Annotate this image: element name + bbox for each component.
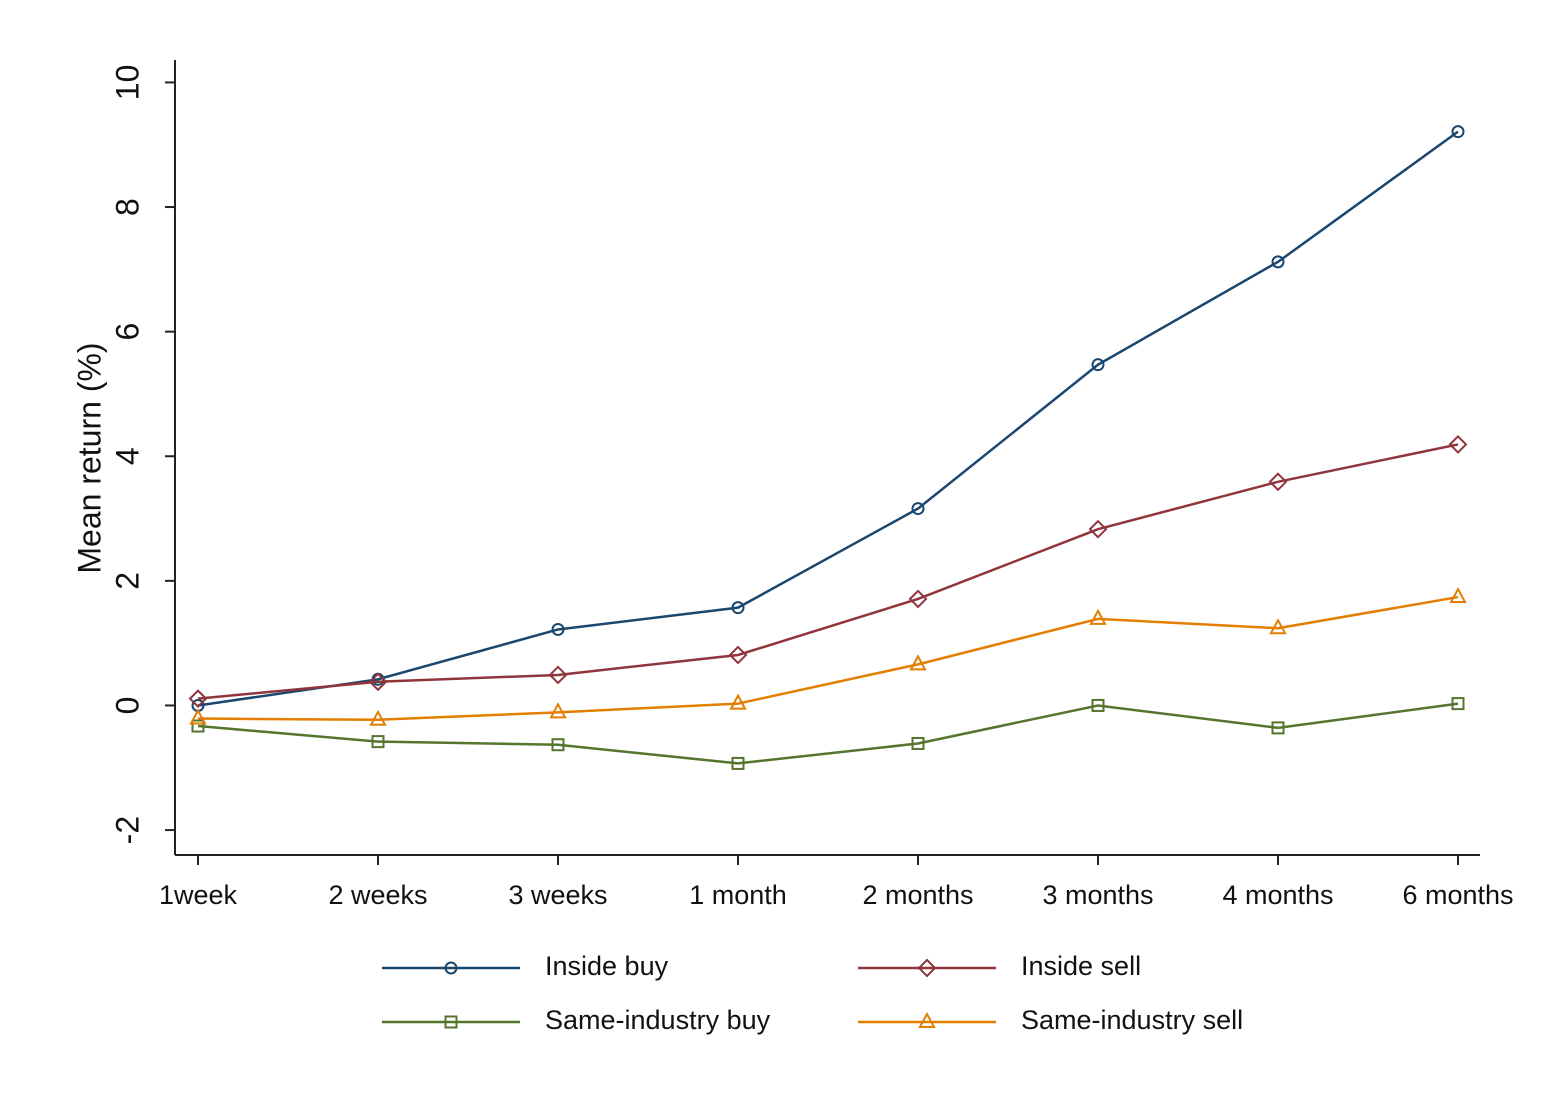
x-tick-label: 2 weeks bbox=[328, 880, 427, 910]
marker bbox=[1448, 435, 1468, 454]
legend-label: Inside sell bbox=[1021, 951, 1141, 981]
marker bbox=[1091, 698, 1105, 712]
marker bbox=[551, 622, 565, 636]
series-line bbox=[197, 443, 1459, 700]
x-tick-label: 1 month bbox=[689, 880, 787, 910]
marker bbox=[1268, 472, 1288, 492]
series-line bbox=[197, 130, 1459, 707]
marker bbox=[1271, 721, 1285, 735]
marker bbox=[908, 589, 928, 609]
marker bbox=[1089, 608, 1107, 625]
y-tick-label: 4 bbox=[109, 447, 145, 465]
marker bbox=[188, 689, 208, 709]
marker bbox=[909, 654, 927, 671]
x-tick-label: 1week bbox=[159, 880, 238, 910]
marker bbox=[548, 665, 568, 685]
x-tick-label: 3 months bbox=[1042, 880, 1153, 910]
y-axis-title: Mean return (%) bbox=[71, 342, 107, 573]
marker bbox=[917, 958, 937, 978]
marker bbox=[1269, 618, 1287, 635]
x-tick-label: 6 months bbox=[1402, 880, 1513, 910]
marker bbox=[1091, 358, 1105, 372]
marker bbox=[444, 1015, 458, 1029]
marker bbox=[731, 601, 745, 615]
legend-label: Inside buy bbox=[545, 951, 669, 981]
y-tick-label: 0 bbox=[109, 697, 145, 715]
marker bbox=[911, 736, 925, 750]
marker bbox=[1449, 586, 1467, 604]
marker bbox=[1271, 255, 1285, 269]
marker bbox=[444, 961, 458, 975]
y-tick-label: 8 bbox=[109, 198, 145, 216]
y-tick-label: 10 bbox=[109, 65, 145, 101]
marker bbox=[189, 708, 207, 725]
legend-label: Same-industry buy bbox=[545, 1005, 771, 1035]
marker bbox=[1088, 519, 1108, 539]
marker bbox=[1451, 697, 1465, 711]
y-tick-label: -2 bbox=[109, 816, 145, 844]
legend-label: Same-industry sell bbox=[1021, 1005, 1243, 1035]
marker bbox=[728, 645, 748, 665]
marker bbox=[911, 502, 925, 516]
marker bbox=[368, 672, 388, 692]
marker bbox=[549, 702, 567, 719]
series-line bbox=[197, 595, 1459, 722]
marker bbox=[731, 756, 745, 770]
marker bbox=[371, 735, 385, 749]
y-tick-label: 6 bbox=[109, 323, 145, 341]
marker bbox=[551, 738, 565, 752]
marker bbox=[918, 1011, 936, 1028]
y-tick-label: 2 bbox=[109, 572, 145, 590]
marker bbox=[1451, 125, 1465, 139]
series-line bbox=[197, 702, 1459, 765]
marker bbox=[369, 709, 387, 726]
x-tick-label: 4 months bbox=[1222, 880, 1333, 910]
marker bbox=[191, 719, 205, 733]
x-tick-label: 3 weeks bbox=[508, 880, 607, 910]
marker bbox=[729, 693, 747, 710]
x-tick-label: 2 months bbox=[862, 880, 973, 910]
